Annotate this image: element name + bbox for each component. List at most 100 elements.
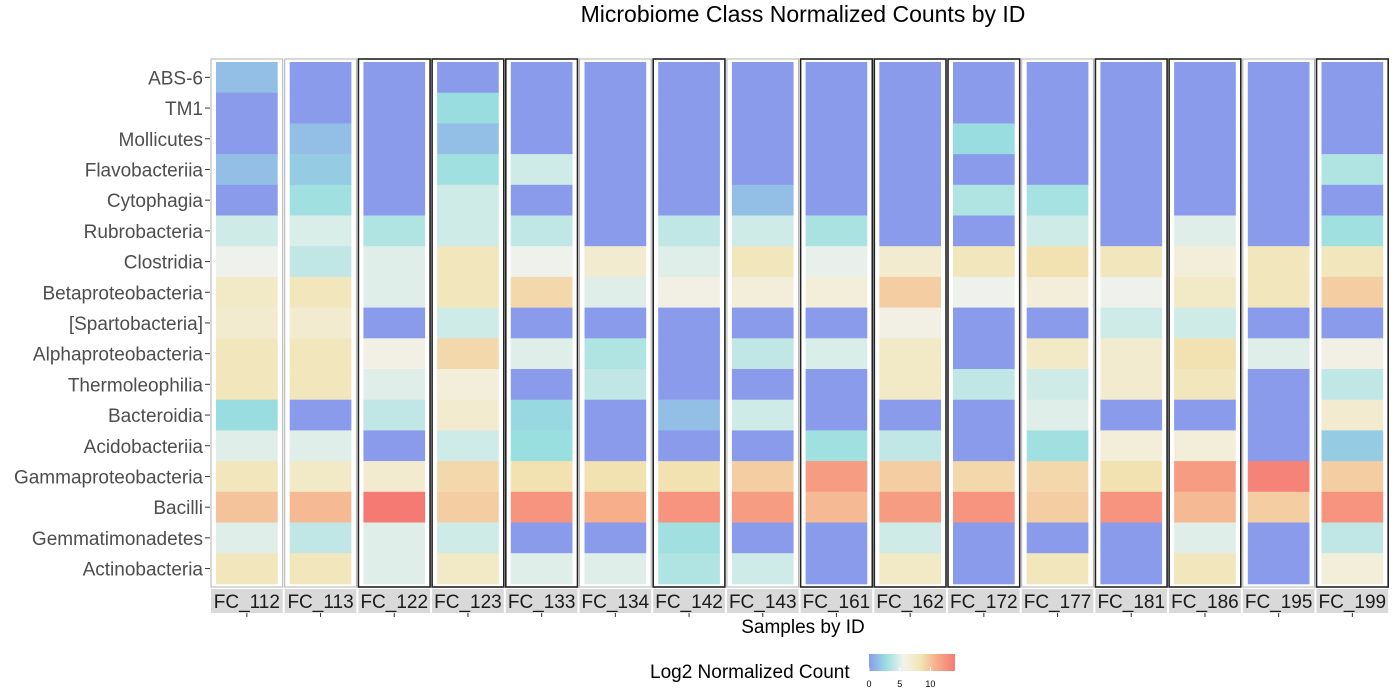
heatmap-cell — [1247, 123, 1310, 155]
heatmap-cell — [216, 338, 278, 370]
heatmap-cell — [879, 246, 941, 278]
legend-tick-label: 0 — [866, 679, 871, 689]
heatmap-cell — [216, 491, 278, 523]
heatmap-cell — [879, 461, 941, 493]
heatmap-cell — [584, 338, 647, 370]
heatmap-cell — [1321, 522, 1384, 554]
heatmap-cell — [437, 553, 499, 585]
heatmap-cell — [510, 92, 573, 124]
heatmap-cell — [953, 184, 1015, 216]
heatmap-cell — [1174, 92, 1236, 124]
heatmap-cell — [1174, 338, 1236, 370]
heatmap-cell — [1247, 522, 1310, 554]
heatmap-cell — [289, 62, 352, 94]
heatmap-cell — [879, 123, 941, 155]
heatmap-cell — [1321, 154, 1384, 186]
heatmap-cell — [1247, 338, 1310, 370]
heatmap-cell — [1321, 553, 1384, 585]
heatmap-cell — [363, 430, 426, 462]
panel-FC_177 — [1021, 58, 1094, 588]
heatmap-cell — [658, 369, 720, 401]
heatmap-cell — [953, 62, 1015, 94]
heatmap-cell — [879, 399, 941, 431]
strip-background — [1095, 589, 1168, 613]
heatmap-cell — [805, 154, 868, 186]
heatmap-cell — [216, 154, 278, 186]
strip-label: FC_123 — [434, 592, 502, 613]
panel-FC_186 — [1168, 58, 1242, 588]
heatmap-cell — [1247, 430, 1310, 462]
heatmap-cell — [510, 246, 573, 278]
strip-label: FC_181 — [1097, 592, 1165, 613]
heatmap-cell — [953, 123, 1015, 155]
heatmap-cell — [584, 184, 647, 216]
heatmap-cell — [216, 461, 278, 493]
heatmap-cell — [1026, 338, 1089, 370]
heatmap-cell — [1174, 184, 1236, 216]
heatmap-cell — [1321, 430, 1384, 462]
x-axis-title: Samples by ID — [741, 617, 865, 638]
heatmap-cell — [1321, 184, 1384, 216]
heatmap-cell — [1100, 491, 1163, 523]
heatmap-cell — [1321, 92, 1384, 124]
heatmap-cell — [879, 215, 941, 247]
heatmap-cell — [216, 553, 278, 585]
heatmap-cell — [879, 553, 941, 585]
y-tick-label: TM1 — [165, 99, 203, 120]
y-tick-label: [Spartobacteria] — [69, 314, 203, 335]
heatmap-cell — [289, 123, 352, 155]
strip-background — [653, 589, 725, 613]
heatmap-cell — [879, 491, 941, 523]
heatmap-cell — [437, 276, 499, 308]
heatmap-cell — [437, 369, 499, 401]
heatmap-cell — [437, 307, 499, 339]
heatmap-cell — [437, 123, 499, 155]
heatmap-cell — [363, 62, 426, 94]
heatmap-cell — [510, 522, 573, 554]
heatmap-cell — [363, 369, 426, 401]
heatmap-cell — [953, 553, 1015, 585]
strip-label: FC_142 — [655, 592, 723, 613]
heatmap-cell — [879, 430, 941, 462]
heatmap-cell — [1321, 62, 1384, 94]
strip-label: FC_143 — [729, 592, 797, 613]
heatmap-cell — [731, 399, 794, 431]
heatmap-cell — [805, 215, 868, 247]
heatmap-cell — [805, 399, 868, 431]
heatmap-cell — [731, 92, 794, 124]
heatmap-cell — [510, 553, 573, 585]
heatmap-cell — [289, 399, 352, 431]
strip-label: FC_162 — [876, 592, 944, 613]
heatmap-cell — [510, 369, 573, 401]
strip-label: FC_112 — [214, 592, 280, 613]
heatmap-cell — [289, 276, 352, 308]
heatmap-cell — [658, 307, 720, 339]
heatmap-cell — [953, 399, 1015, 431]
heatmap-cell — [1026, 430, 1089, 462]
heatmap-cell — [658, 491, 720, 523]
heatmap-cell — [363, 522, 426, 554]
y-axis-labels: ABS-6 TM1 Mollicutes Flavobacteriia Cytophag… — [14, 68, 210, 581]
panel-FC_134 — [579, 58, 652, 588]
heatmap-cell — [953, 461, 1015, 493]
heatmap-cell — [216, 522, 278, 554]
heatmap-cell — [363, 123, 426, 155]
heatmap-cell — [658, 62, 720, 94]
heatmap-cell — [658, 522, 720, 554]
heatmap-cell — [1247, 215, 1310, 247]
strip-label: FC_161 — [803, 592, 871, 613]
y-tick-label: Gammaproteobacteria — [14, 467, 203, 488]
heatmap-cell — [510, 491, 573, 523]
heatmap-cell — [1174, 522, 1236, 554]
heatmap-cell — [437, 522, 499, 554]
heatmap-cell — [363, 154, 426, 186]
y-tick-label: Rubrobacteria — [84, 222, 204, 243]
heatmap-cell — [805, 92, 868, 124]
heatmap-cell — [658, 276, 720, 308]
heatmap-cell — [1174, 553, 1236, 585]
heatmap-cell — [805, 62, 868, 94]
heatmap-cell — [805, 491, 868, 523]
y-tick-label: Mollicutes — [119, 130, 203, 151]
heatmap-cell — [953, 491, 1015, 523]
heatmap-cell — [805, 522, 868, 554]
